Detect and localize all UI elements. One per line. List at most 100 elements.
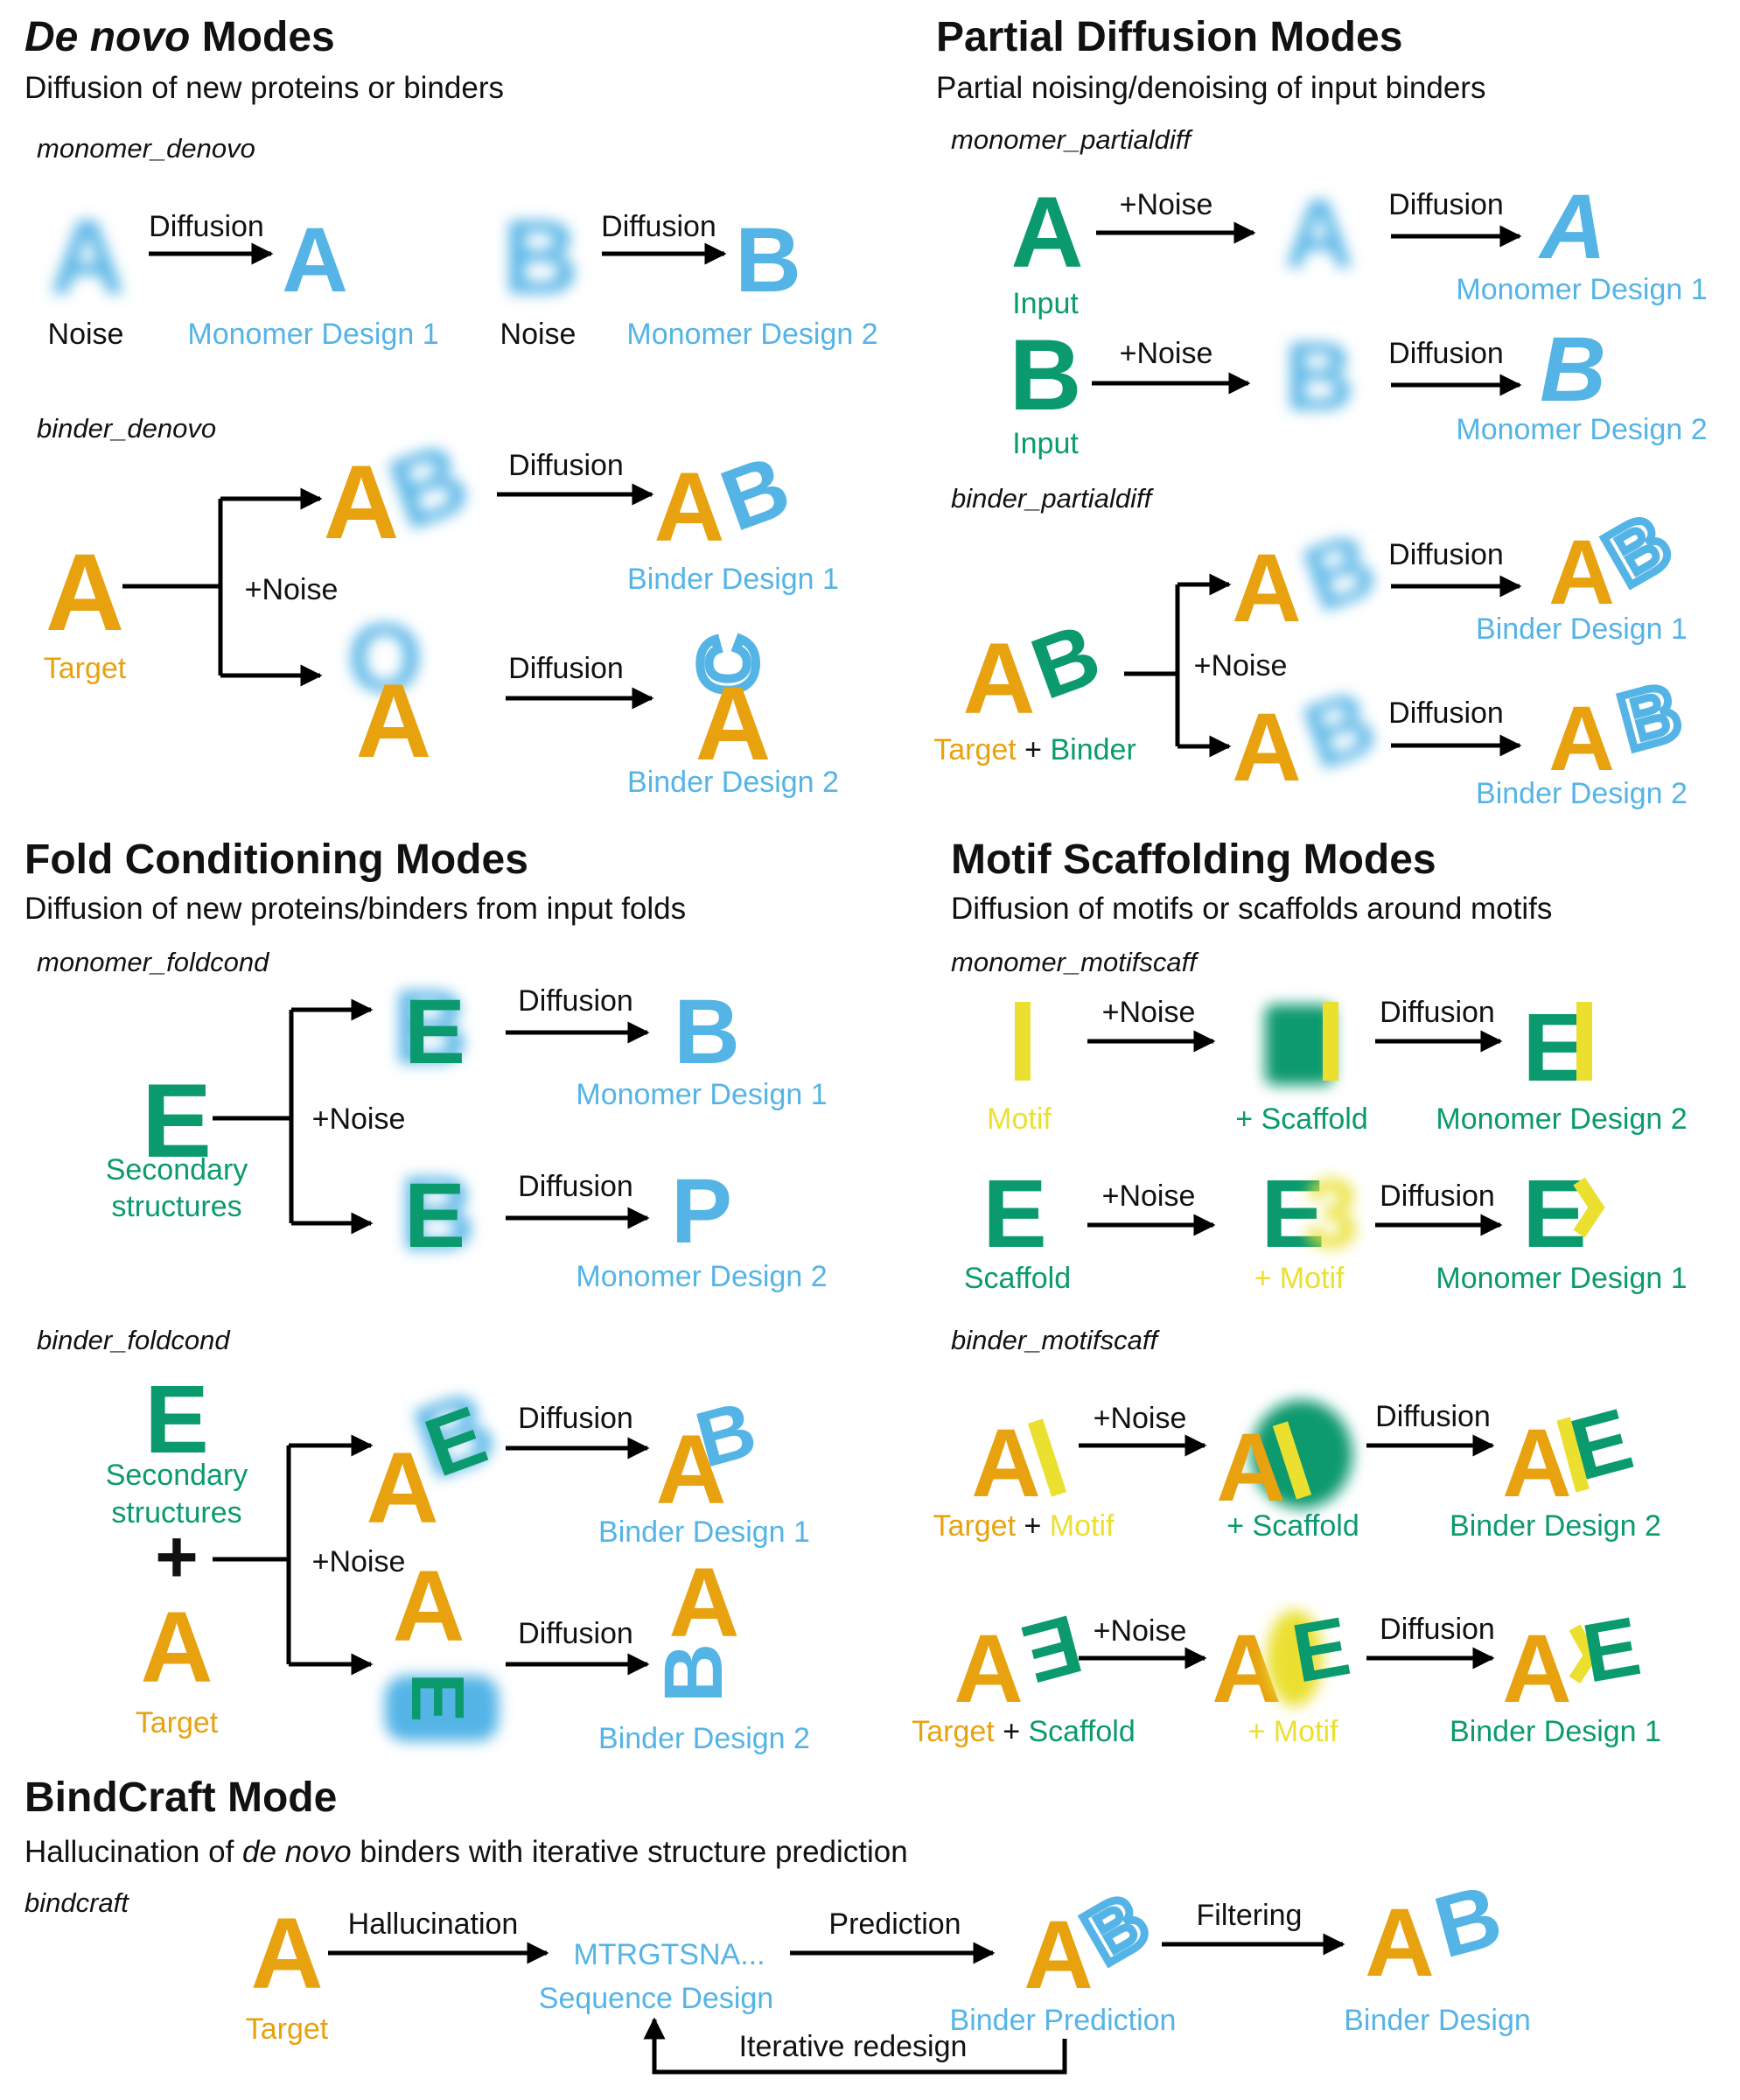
target-glyph: A <box>656 1415 727 1524</box>
motif-bar <box>1323 1002 1338 1081</box>
target-label: Target <box>136 1706 219 1740</box>
diffusion-label: Diffusion <box>601 210 716 243</box>
target-glyph: A <box>392 1550 465 1662</box>
binder-design-1-label: Binder Design 1 <box>1476 612 1688 646</box>
diffusion-label: Diffusion <box>508 449 624 482</box>
noise-plus-label: +Noise <box>1194 649 1288 682</box>
binder-glyph: B <box>647 1643 740 1704</box>
plus-motif-label: + Motif <box>1254 1262 1345 1295</box>
noise-cloud: B <box>393 969 469 1086</box>
noise-plus-label: +Noise <box>1120 188 1213 221</box>
structures-label: structures <box>111 1496 241 1530</box>
secondary-label: Secondary <box>106 1459 248 1492</box>
scaffold-label: Scaffold <box>964 1262 1071 1295</box>
target-glyph: A <box>1232 694 1301 802</box>
diffusion-label: Diffusion <box>1380 1180 1495 1213</box>
noisy-binder-glyph: O <box>347 605 423 712</box>
motif-label: Motif <box>987 1102 1052 1136</box>
noisy-monomer-glyph: B <box>1284 323 1353 430</box>
bindcraft-section: BindCraft Mode Hallucination of de novo … <box>24 1774 1531 2075</box>
binder-denovo-mode: binder_denovo <box>37 413 216 444</box>
diffusion-label: Diffusion <box>149 210 264 243</box>
monomer-p-glyph: P <box>671 1160 732 1263</box>
target-glyph: A <box>1365 1889 1434 1997</box>
motif-bar <box>1015 1002 1031 1081</box>
fold-title: Fold Conditioning Modes <box>24 836 528 883</box>
plus-scaffold-label: + Scaffold <box>1226 1509 1359 1543</box>
target-glyph: A <box>250 1898 323 2010</box>
binder-partialdiff-mode: binder_partialdiff <box>951 483 1155 514</box>
target-glyph: A <box>954 1615 1023 1723</box>
scaffold-glyph: E <box>1522 994 1586 1102</box>
monomer-foldcond-mode: monomer_foldcond <box>37 947 270 977</box>
target-glyph: A <box>356 662 432 780</box>
binder-prediction-label: Binder Prediction <box>950 2004 1177 2037</box>
diffusion-label: Diffusion <box>518 1170 633 1203</box>
monomer-design-2-label: Monomer Design 2 <box>1436 1102 1687 1136</box>
monomer-a-glyph: A <box>1537 176 1606 278</box>
noise-glyph: A <box>50 199 126 316</box>
fold-subtitle: Diffusion of new proteins/binders from i… <box>24 892 686 926</box>
target-glyph: A <box>324 444 400 561</box>
binder-design-glyph: B <box>1425 1866 1512 1978</box>
monomer-design-1-label: Monomer Design 1 <box>1436 1262 1687 1295</box>
binder-design-1-label: Binder Design 1 <box>1450 1715 1661 1748</box>
binder-design-2-label: Binder Design 2 <box>598 1722 810 1755</box>
binder-design-label: Binder Design <box>1344 2004 1531 2037</box>
monomer-a-glyph: A <box>282 209 348 312</box>
monomer-b-glyph: B <box>735 209 801 312</box>
target-glyph: A <box>1216 1414 1285 1522</box>
noisy-motif: 3 <box>1304 1160 1358 1268</box>
noise-plus-label: +Noise <box>312 1102 406 1136</box>
secondary-label: Secondary <box>106 1153 248 1186</box>
denovo-subtitle: Diffusion of new proteins or binders <box>24 71 504 105</box>
binder-glyph: C <box>685 637 772 694</box>
noisy-binder-glyph: B <box>1291 670 1388 789</box>
diffusion-label: Diffusion <box>1388 696 1504 730</box>
noise-plus-label: +Noise <box>1094 1402 1187 1435</box>
secondary-structure-glyph: E <box>395 1673 479 1723</box>
scaffold-glyph: E <box>1576 1600 1647 1700</box>
scaffold-glyph: E <box>982 1160 1046 1268</box>
denovo-section: De novo Modes Diffusion of new proteins … <box>24 14 878 799</box>
sequence-text: MTRGTSNA... <box>573 1938 765 1971</box>
motif-subtitle: Diffusion of motifs or scaffolds around … <box>951 892 1552 926</box>
target-motif-label: Target + Motif <box>933 1509 1115 1543</box>
monomer-design-1-label: Monomer Design 1 <box>1456 273 1707 306</box>
noise-plus-label: +Noise <box>1102 996 1196 1029</box>
noisy-binder-glyph: B <box>1291 513 1388 632</box>
monomer-motifscaff-mode: monomer_motifscaff <box>951 947 1199 977</box>
target-scaffold-label: Target + Scaffold <box>912 1715 1136 1748</box>
fold-section: Fold Conditioning Modes Diffusion of new… <box>24 836 828 1755</box>
diffusion-label: Diffusion <box>508 652 624 685</box>
diffusion-label: Diffusion <box>518 1402 633 1435</box>
noisy-motif <box>1267 1610 1323 1706</box>
binder-motifscaff-mode: binder_motifscaff <box>951 1325 1160 1355</box>
motif-shape <box>1573 1177 1605 1238</box>
diffusion-label: Diffusion <box>1375 1400 1491 1433</box>
secondary-structure-glyph: E <box>404 981 465 1083</box>
binder-design-2-label: Binder Design 2 <box>627 766 839 799</box>
target-glyph: A <box>1548 522 1615 624</box>
scaffold-glyph: E <box>1522 1160 1586 1268</box>
structures-label: structures <box>111 1190 241 1223</box>
target-glyph: A <box>1232 535 1301 642</box>
noise-plus-label: +Noise <box>1120 337 1213 370</box>
plus-scaffold-label: + Scaffold <box>1235 1102 1368 1136</box>
noisy-scaffold <box>1265 1004 1333 1085</box>
sequence-design-label: Sequence Design <box>539 1982 773 2015</box>
motif-section: Motif Scaffolding Modes Diffusion of mot… <box>912 836 1687 1748</box>
branch-line <box>213 1010 294 1223</box>
binder-glyph: B <box>1611 668 1689 766</box>
binder-design-1-label: Binder Design 1 <box>598 1516 810 1549</box>
monomer-design-2-label: Monomer Design 2 <box>576 1260 827 1293</box>
target-glyph: A <box>140 1592 213 1704</box>
partial-title: Partial Diffusion Modes <box>936 14 1402 60</box>
noise-cloud: B <box>400 1155 476 1272</box>
scaffold-glyph: E <box>1261 1160 1324 1268</box>
noise-glyph: B <box>503 199 579 316</box>
diffusion-label: Diffusion <box>1388 188 1504 221</box>
iterative-arrow <box>643 2017 1067 2075</box>
diffusion-label: Diffusion <box>1380 996 1495 1029</box>
